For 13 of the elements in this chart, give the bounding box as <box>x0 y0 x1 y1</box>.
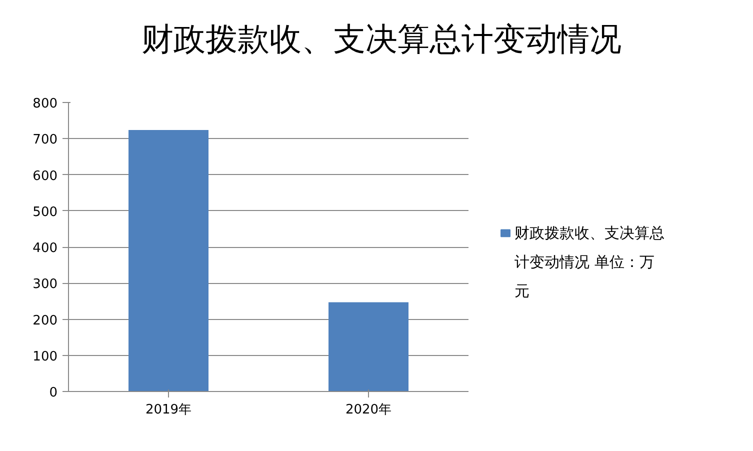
y-tick-label: 600 <box>32 168 58 184</box>
y-tick-label: 700 <box>32 132 58 148</box>
y-tick-label: 300 <box>32 277 58 292</box>
y-tick-label: 100 <box>32 349 58 364</box>
x-tick-label: 2019年 <box>145 402 192 418</box>
y-tick-label: 0 <box>49 386 58 400</box>
legend-label: 财政拨款收、支决算总计变动情况 单位：万元 <box>514 224 664 300</box>
x-tick-label: 2020年 <box>345 402 392 418</box>
y-tick-label: 200 <box>32 313 58 328</box>
y-tick-label: 500 <box>32 204 58 220</box>
y-tick-label: 400 <box>32 241 58 256</box>
y-tick-label: 800 <box>32 96 58 112</box>
chart-title: 财政拨款收、支决算总计变动情况 <box>142 19 622 60</box>
